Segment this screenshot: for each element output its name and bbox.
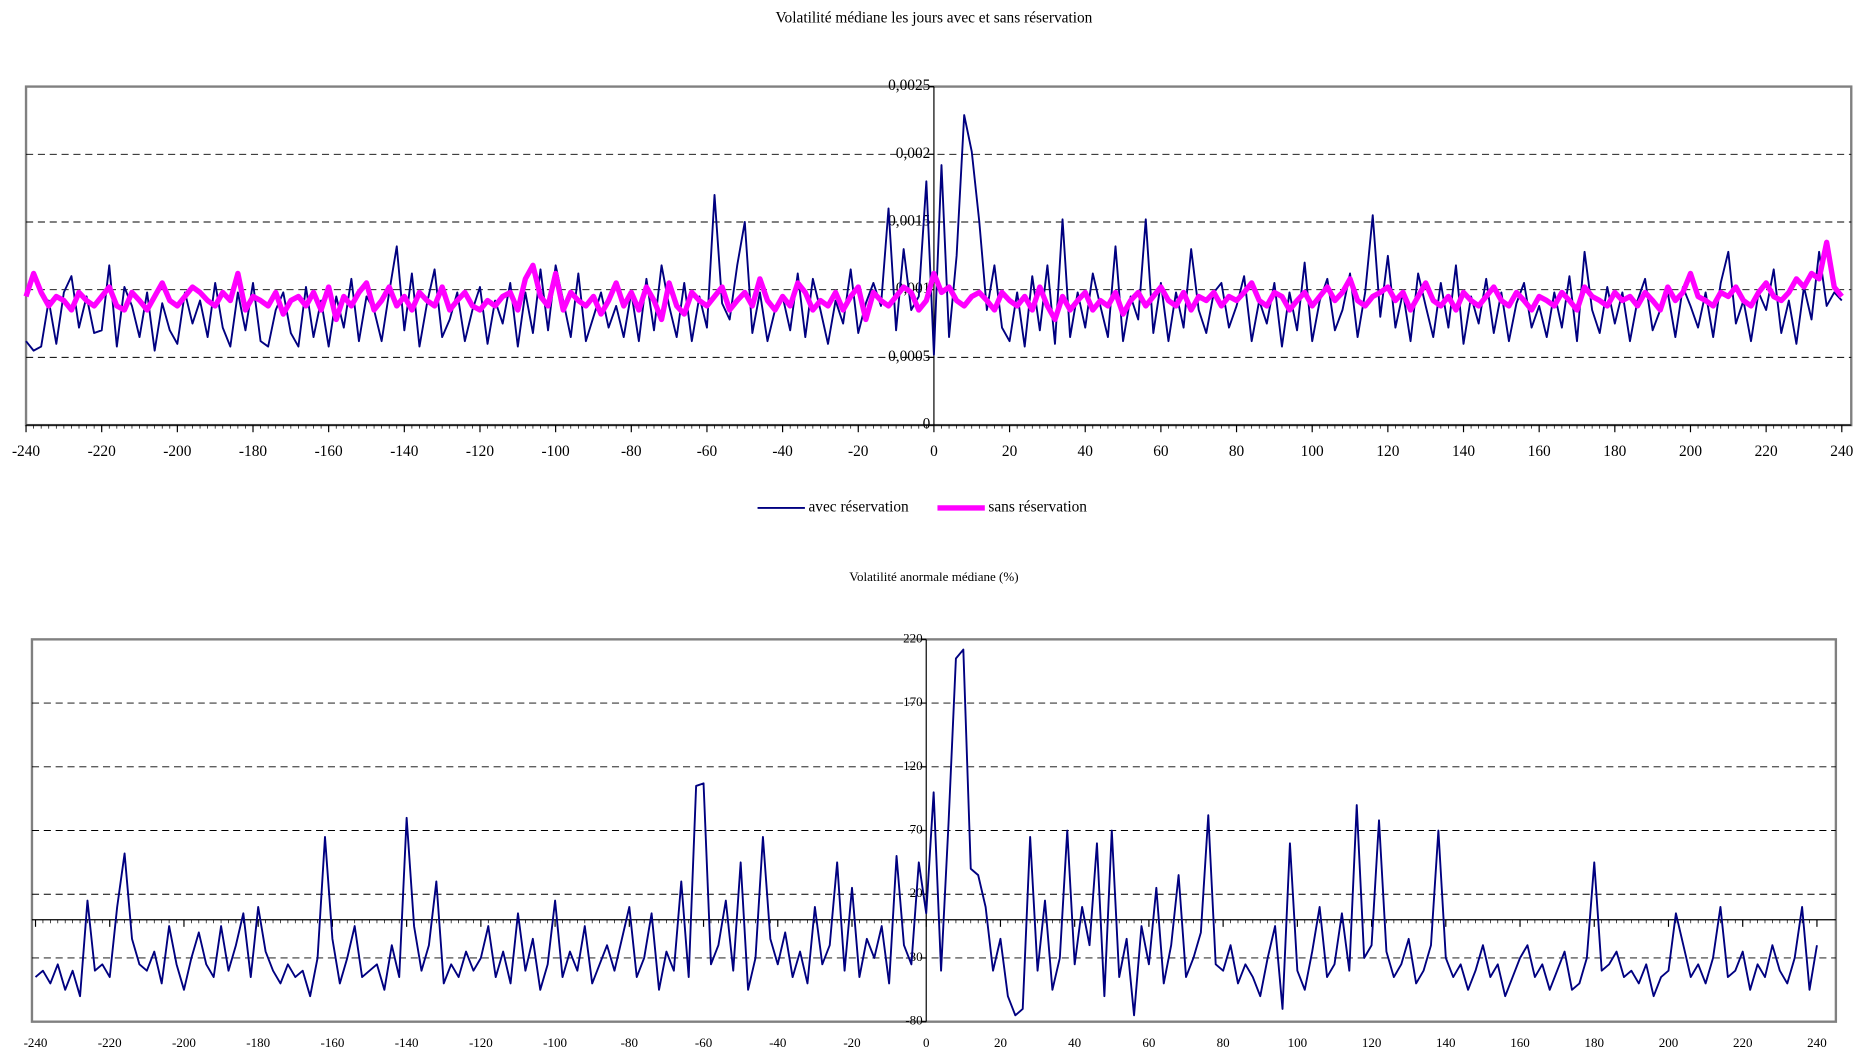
x-tick-label: -80 (621, 1035, 639, 1050)
x-tick-label: 40 (1078, 443, 1094, 460)
y-tick-label: 0,002 (896, 145, 931, 162)
x-tick-label: -160 (315, 443, 343, 460)
x-tick-label: 140 (1436, 1035, 1456, 1050)
x-tick-label: -120 (466, 443, 494, 460)
x-tick-label: 0 (923, 1035, 930, 1050)
y-tick-label: 220 (903, 630, 923, 645)
x-tick-label: 220 (1755, 443, 1778, 460)
x-tick-label: -140 (395, 1035, 419, 1050)
x-tick-label: -220 (98, 1035, 122, 1050)
y-tick-label: 0,0025 (888, 77, 931, 94)
x-tick-label: -20 (843, 1035, 861, 1050)
x-tick-label: 180 (1603, 443, 1626, 460)
x-tick-label: 80 (1217, 1035, 1231, 1050)
x-tick-label: -220 (88, 443, 116, 460)
x-tick-label: 20 (994, 1035, 1008, 1050)
x-tick-label: 120 (1376, 443, 1399, 460)
y-tick-label: 0 (923, 416, 931, 433)
x-tick-label: -140 (390, 443, 418, 460)
x-tick-label: -180 (239, 443, 267, 460)
x-tick-label: -40 (769, 1035, 787, 1050)
x-tick-label: 220 (1733, 1035, 1753, 1050)
x-tick-label: -60 (695, 1035, 713, 1050)
chart-title: Volatilité médiane les jours avec et san… (775, 10, 1092, 27)
chart-title: Volatilité anormale médiane (%) (849, 569, 1018, 584)
x-tick-label: -240 (24, 1035, 48, 1050)
legend-label: sans réservation (988, 499, 1087, 516)
x-tick-label: 200 (1659, 1035, 1679, 1050)
x-tick-label: -100 (542, 443, 570, 460)
x-tick-label: 100 (1301, 443, 1324, 460)
x-tick-label: 200 (1679, 443, 1702, 460)
x-tick-label: 60 (1142, 1035, 1156, 1050)
x-tick-label: -240 (12, 443, 40, 460)
x-tick-label: 180 (1584, 1035, 1604, 1050)
x-tick-label: -60 (697, 443, 718, 460)
series-line (23, 239, 1844, 323)
x-tick-label: 80 (1229, 443, 1245, 460)
x-tick-label: -200 (163, 443, 191, 460)
y-tick-label: 0,0005 (888, 348, 931, 365)
x-tick-label: -120 (469, 1035, 493, 1050)
x-tick-label: -160 (320, 1035, 344, 1050)
x-tick-label: 240 (1807, 1035, 1827, 1050)
x-tick-label: 120 (1362, 1035, 1382, 1050)
y-tick-label: 70 (910, 822, 924, 837)
x-tick-label: -80 (621, 443, 642, 460)
x-tick-label: -20 (848, 443, 869, 460)
series-line (25, 114, 1843, 356)
y-tick-label: 170 (903, 694, 923, 709)
x-tick-label: 140 (1452, 443, 1475, 460)
x-tick-label: 60 (1153, 443, 1169, 460)
x-tick-label: 0 (930, 443, 938, 460)
x-tick-label: 160 (1528, 443, 1551, 460)
series-line (34, 648, 1818, 1017)
x-tick-label: 100 (1288, 1035, 1308, 1050)
x-tick-label: 20 (1002, 443, 1018, 460)
y-tick-label: -80 (905, 1013, 923, 1028)
x-tick-label: -200 (172, 1035, 196, 1050)
x-tick-label: 160 (1510, 1035, 1530, 1050)
y-tick-label: 0,0015 (888, 213, 931, 230)
legend-label: avec réservation (808, 499, 909, 516)
x-tick-label: -180 (246, 1035, 270, 1050)
x-tick-label: 40 (1068, 1035, 1082, 1050)
x-tick-label: -40 (772, 443, 793, 460)
x-tick-label: 240 (1830, 443, 1853, 460)
y-tick-label: 120 (903, 758, 923, 773)
x-tick-label: -100 (543, 1035, 567, 1050)
